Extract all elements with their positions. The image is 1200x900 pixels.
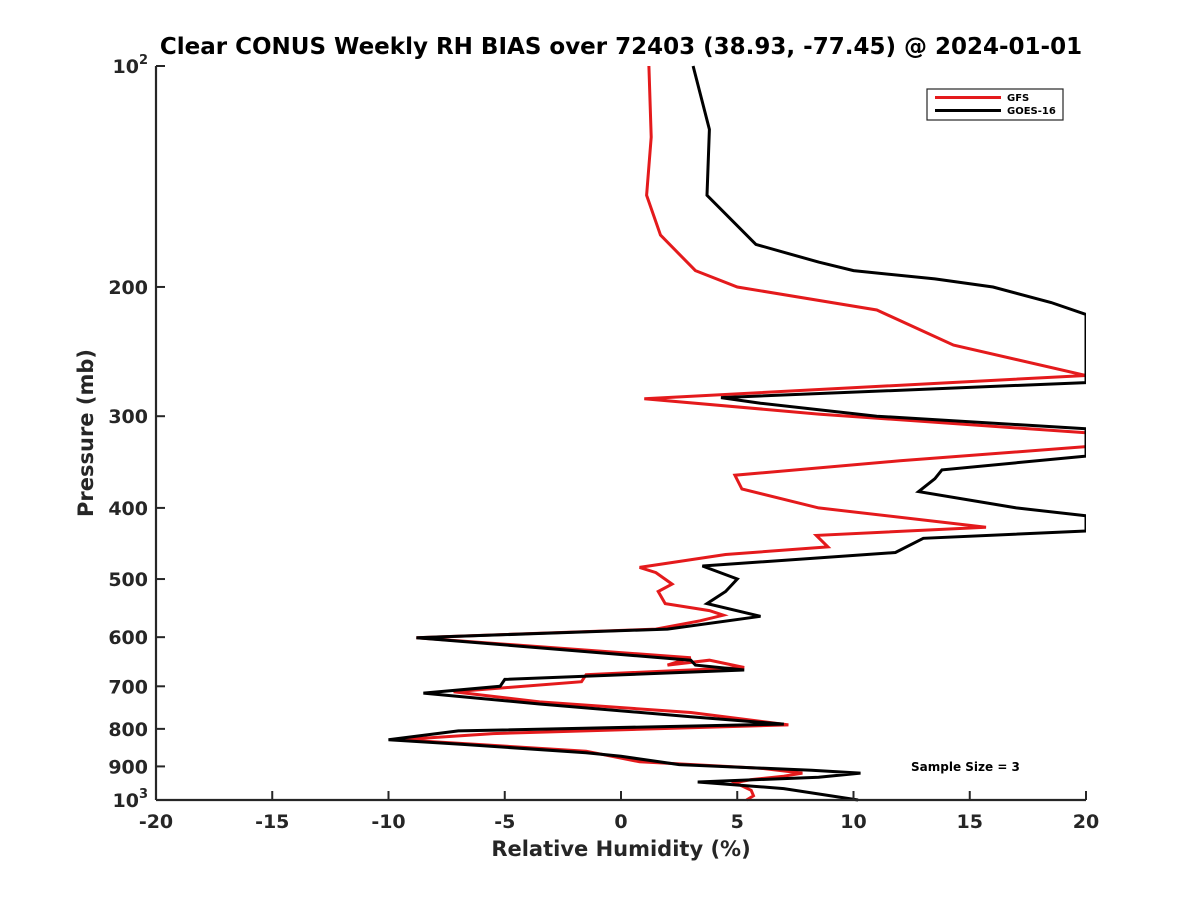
- sample-size-annotation: Sample Size = 3: [911, 760, 1020, 774]
- y-tick-label: 102: [113, 53, 149, 78]
- legend-label-gfs: GFS: [1007, 93, 1029, 104]
- legend-box: [926, 88, 1064, 121]
- y-tick-label: 900: [108, 756, 148, 778]
- x-tick-label: -10: [371, 811, 405, 833]
- y-tick-label: 800: [108, 719, 148, 741]
- x-tick-label: 0: [614, 811, 627, 833]
- x-tick-label: 15: [957, 811, 983, 833]
- series-layer: [388, 65, 1086, 802]
- x-tick-label: 20: [1073, 811, 1099, 833]
- y-axis-label: Pressure (mb): [74, 349, 98, 517]
- y-tick-label: 400: [108, 498, 148, 520]
- axes-layer: [154, 65, 1087, 802]
- y-tick-labels: 102 200 300 400 500 600 700 800 900 103: [108, 53, 148, 812]
- chart-title: Clear CONUS Weekly RH BIAS over 72403 (3…: [160, 34, 1082, 60]
- x-tick-label: 5: [731, 811, 744, 833]
- y-tick-label: 103: [113, 787, 149, 812]
- y-tick-label: 200: [108, 277, 148, 299]
- x-tick-label: -20: [139, 811, 173, 833]
- x-tick-label: 10: [840, 811, 866, 833]
- x-tick-labels: -20 -15 -10 -5 0 5 10 15 20: [139, 811, 1099, 833]
- x-tick-label: -15: [255, 811, 289, 833]
- y-tick-label: 600: [108, 627, 148, 649]
- series-line-goes-16: [388, 65, 1086, 802]
- x-axis-label: Relative Humidity (%): [491, 837, 750, 861]
- y-tick-label: 300: [108, 406, 148, 428]
- legend-label-goes-16: GOES-16: [1007, 106, 1056, 117]
- series-lines: [388, 65, 1086, 802]
- y-tick-label: 700: [108, 676, 148, 698]
- x-tick-label: -5: [494, 811, 515, 833]
- y-tick-label: 500: [108, 569, 148, 591]
- legend: GFS GOES-16: [926, 88, 1064, 121]
